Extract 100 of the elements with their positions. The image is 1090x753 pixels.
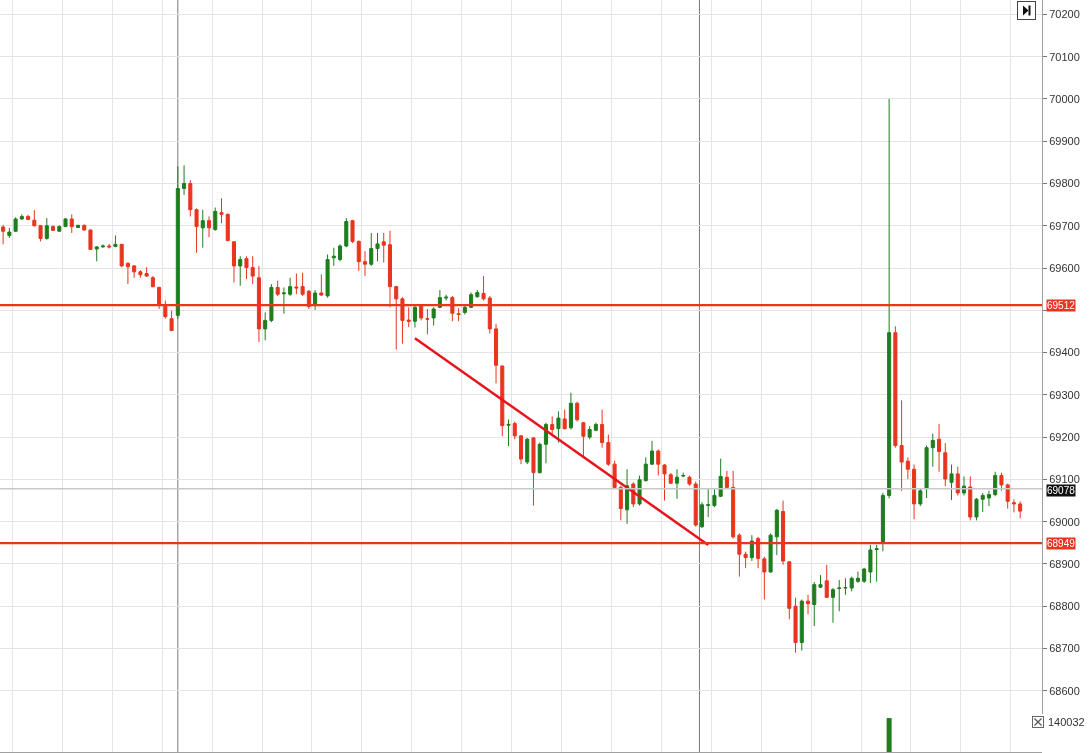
candlestick	[1018, 500, 1023, 519]
candlestick	[475, 289, 480, 299]
candlestick	[119, 243, 124, 268]
candlestick	[207, 215, 212, 238]
candlestick	[94, 245, 99, 262]
candlestick	[556, 410, 561, 444]
candlestick	[225, 212, 230, 242]
candlestick	[625, 468, 630, 525]
y-tick-label: 69000	[1049, 515, 1080, 528]
candlestick	[849, 576, 854, 592]
y-tick-label: 69700	[1049, 219, 1080, 232]
candlestick	[51, 226, 56, 232]
candlestick	[213, 207, 218, 232]
candlestick	[918, 487, 923, 507]
candlestick	[643, 456, 648, 482]
ref-line-label: 69512	[1047, 300, 1076, 311]
candlestick	[219, 197, 224, 224]
candlestick	[687, 475, 692, 487]
candlestick	[250, 255, 255, 285]
candlestick	[44, 217, 49, 241]
candlestick	[57, 224, 62, 233]
candlestick	[731, 470, 736, 540]
candlestick	[799, 598, 804, 652]
candlestick	[182, 164, 187, 196]
candlestick	[818, 574, 823, 588]
candlestick	[494, 323, 499, 384]
candlestick	[862, 567, 867, 584]
candlestick	[319, 273, 324, 297]
candlestick	[618, 485, 623, 521]
candlestick	[518, 434, 524, 465]
candlestick	[369, 232, 374, 267]
y-tick-label: 69300	[1049, 388, 1080, 401]
candlestick	[350, 219, 355, 244]
candlestick	[1011, 498, 1016, 513]
candlestick	[344, 217, 349, 248]
candlestick	[88, 229, 93, 251]
candlestick	[699, 501, 704, 529]
y-tick-label: 69800	[1049, 177, 1080, 190]
candlestick	[805, 594, 811, 615]
y-tick-label: 70100	[1049, 50, 1080, 63]
candlestick	[506, 418, 511, 447]
candlestick	[668, 472, 673, 485]
candlestick	[593, 422, 598, 432]
candlestick	[331, 247, 336, 267]
candlestick	[525, 437, 530, 465]
candlestick	[238, 255, 243, 287]
candlestick	[69, 213, 74, 234]
y-tick-label: 70000	[1049, 92, 1080, 105]
y-tick-label: 70200	[1049, 8, 1080, 21]
candlestick	[650, 440, 655, 466]
candlestick	[905, 456, 910, 480]
candlestick	[587, 425, 592, 440]
text: 140032	[1048, 716, 1085, 728]
candlestick	[974, 497, 979, 521]
candlestick	[269, 283, 274, 323]
candlestick	[381, 232, 386, 264]
candlestick	[175, 166, 180, 320]
candlestick	[674, 468, 680, 500]
candlestick	[999, 472, 1004, 492]
candlestick	[150, 275, 155, 288]
candlestick	[125, 262, 130, 285]
candlestick	[837, 579, 842, 612]
candlestick	[855, 571, 860, 584]
candlestick	[949, 464, 954, 501]
candlestick	[356, 240, 361, 272]
candlestick	[787, 560, 792, 620]
candlestick	[1005, 483, 1010, 510]
candlestick	[107, 243, 112, 250]
candlestick	[681, 472, 686, 478]
candlestick	[412, 303, 417, 329]
candlestick	[275, 280, 280, 297]
candlestick	[362, 250, 368, 277]
candlestick	[993, 471, 998, 497]
candlestick	[537, 442, 542, 474]
ref-line-label: 69078	[1047, 485, 1076, 496]
candlestick	[281, 286, 286, 315]
candlestick	[706, 488, 711, 518]
ref-line-label: 68949	[1047, 538, 1076, 549]
candlestick	[693, 481, 698, 528]
candlestick	[986, 490, 991, 507]
candlestick	[812, 581, 817, 627]
y-tick-label: 69600	[1049, 261, 1080, 274]
candlestick	[562, 409, 567, 430]
candlestick	[169, 310, 174, 332]
candlestick	[425, 308, 430, 335]
candlestick	[968, 475, 973, 521]
y-tick-label: 69200	[1049, 430, 1080, 443]
y-tick-label: 69900	[1049, 135, 1080, 148]
candlestick	[937, 423, 942, 473]
candlestick	[26, 214, 31, 221]
candlestick	[662, 463, 667, 502]
candlestick	[132, 264, 137, 279]
candlestick	[762, 556, 767, 600]
candlestick	[200, 209, 205, 249]
candlestick	[313, 289, 318, 311]
candlestick	[481, 275, 486, 302]
candlestick	[82, 223, 87, 232]
candlestick	[793, 597, 798, 654]
candlestick	[980, 492, 985, 513]
candlestick	[462, 304, 467, 316]
